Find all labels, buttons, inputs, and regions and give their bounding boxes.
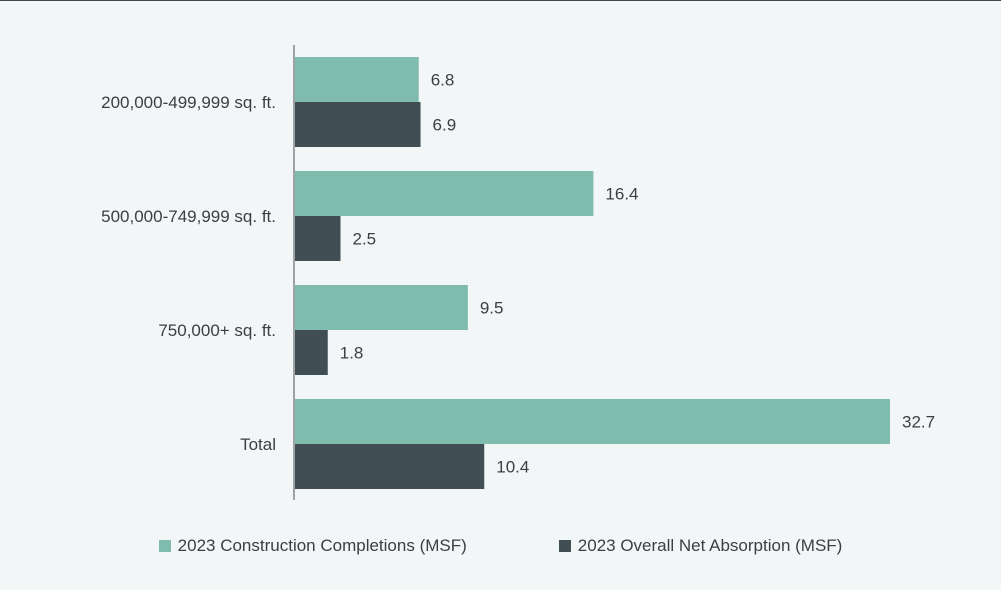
legend-label: 2023 Construction Completions (MSF) — [177, 536, 467, 555]
bar-net-absorption — [295, 444, 485, 489]
category-label: 750,000+ sq. ft. — [158, 321, 276, 340]
bar-net-absorption — [295, 330, 328, 375]
bar-completions — [295, 57, 419, 102]
bar-chart: 200,000-499,999 sq. ft. 6.8 6.9 500,000-749… — [101, 45, 935, 500]
data-label: 1.8 — [340, 344, 364, 363]
labels-layer: 200,000-499,999 sq. ft. 6.8 6.9 500,000-749… — [101, 71, 935, 477]
data-label: 10.4 — [496, 458, 529, 477]
legend: 2023 Construction Completions (MSF) 2023 … — [0, 534, 1001, 558]
category-label: 200,000-499,999 sq. ft. — [101, 93, 276, 112]
bar-net-absorption — [295, 102, 421, 147]
category-label: 500,000-749,999 sq. ft. — [101, 207, 276, 226]
legend-item: 2023 Overall Net Absorption (MSF) — [558, 536, 843, 556]
data-label: 16.4 — [605, 185, 638, 204]
data-label: 6.9 — [433, 116, 457, 135]
legend-swatch — [558, 540, 571, 552]
data-label: 6.8 — [431, 71, 455, 90]
bar-completions — [295, 171, 594, 216]
data-label: 9.5 — [480, 299, 504, 318]
bars-layer — [295, 57, 890, 489]
legend-item: 2023 Construction Completions (MSF) — [158, 536, 467, 556]
category-label: Total — [240, 435, 276, 454]
legend-label: 2023 Overall Net Absorption (MSF) — [577, 536, 843, 555]
top-border — [0, 0, 1001, 1]
data-label: 32.7 — [902, 413, 935, 432]
bar-net-absorption — [295, 216, 341, 261]
data-label: 2.5 — [352, 230, 376, 249]
bar-completions — [295, 285, 468, 330]
bar-completions — [295, 399, 890, 444]
legend-swatch — [158, 540, 171, 552]
